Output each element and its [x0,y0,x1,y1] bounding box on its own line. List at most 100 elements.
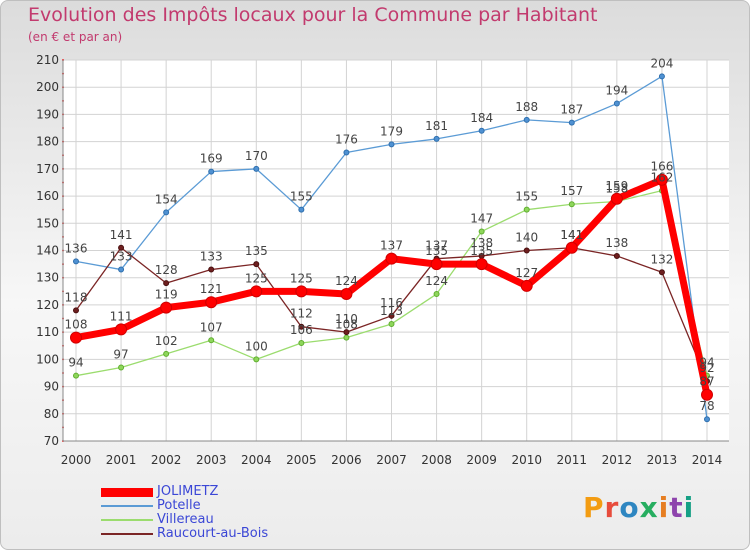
data-label: 154 [155,192,178,206]
y-tick-label: 120 [36,298,59,312]
data-point [340,288,353,301]
data-label: 113 [380,304,403,318]
data-label: 155 [290,190,313,204]
legend-item: Villereau [101,513,268,527]
data-point [523,116,530,123]
data-point [610,192,623,205]
data-point [253,165,260,172]
data-point [73,307,79,314]
data-point [433,291,440,298]
data-label: 147 [470,211,493,225]
data-point [115,323,128,336]
y-tick-label: 90 [44,380,59,394]
data-label: 116 [380,296,403,310]
data-label: 170 [245,149,268,163]
data-point [208,337,215,344]
legend-swatch [101,533,153,535]
data-point [343,334,350,341]
data-label: 124 [425,274,448,288]
data-point [565,241,578,254]
data-point [478,127,485,134]
data-point [163,350,170,357]
x-tick-label: 2002 [151,453,182,467]
x-tick-label: 2005 [286,453,317,467]
x-tick-label: 2004 [241,453,272,467]
data-label: 87 [699,375,714,389]
x-tick-label: 2001 [106,453,137,467]
chart-legend: JOLIMETZ Potelle Villereau Raucourt-au-Bois [101,485,268,541]
data-label: 169 [200,152,223,166]
data-point [208,168,215,175]
logo-letter: P [583,491,605,524]
logo-letter: r [604,491,620,524]
data-label: 94 [699,356,714,370]
legend-item: Raucourt-au-Bois [101,527,268,541]
data-point [475,258,488,271]
data-point [118,364,125,371]
data-point [70,331,82,344]
x-tick-label: 2003 [196,453,227,467]
data-label: 108 [335,318,358,332]
data-label: 141 [560,228,583,242]
data-label: 135 [245,244,268,258]
data-label: 135 [425,244,448,258]
y-tick-label: 180 [36,135,59,149]
legend-swatch [101,487,153,497]
x-tick-label: 2011 [557,453,588,467]
data-point [568,119,575,126]
data-point [160,301,173,314]
x-tick-label: 2010 [511,453,542,467]
data-label: 133 [110,250,133,264]
x-tick-label: 2007 [376,453,407,467]
y-tick-label: 150 [36,216,59,230]
data-point [298,340,305,347]
x-tick-label: 2013 [647,453,678,467]
x-tick-label: 2009 [466,453,497,467]
data-point [388,141,395,148]
y-tick-label: 190 [36,107,59,121]
data-point [655,173,668,186]
data-label: 118 [65,290,88,304]
data-label: 184 [470,111,493,125]
data-label: 102 [155,334,178,348]
x-tick-label: 2006 [331,453,362,467]
data-point [385,252,398,265]
data-label: 137 [425,239,448,253]
data-label: 187 [560,103,583,117]
data-point [523,206,530,213]
data-point [295,285,308,298]
data-label: 133 [200,250,223,264]
x-tick-label: 2008 [421,453,452,467]
data-point [430,258,443,271]
data-label: 111 [110,309,133,323]
x-tick-label: 2012 [602,453,633,467]
data-point [704,416,710,423]
data-label: 159 [605,179,628,193]
data-point [298,206,305,213]
data-label: 125 [245,271,268,285]
data-label: 181 [425,119,448,133]
data-label: 107 [200,320,223,334]
data-point [250,285,263,298]
logo-letter: x [639,491,659,524]
data-label: 138 [605,236,628,250]
y-tick-label: 200 [36,80,59,94]
data-label: 78 [699,399,714,413]
data-point [343,329,350,336]
data-point [613,100,620,107]
legend-label: Raucourt-au-Bois [157,526,269,541]
data-point [118,244,125,251]
data-label: 204 [650,56,673,70]
data-label: 119 [155,288,178,302]
data-point [433,135,440,142]
logo-letter: o [619,491,640,524]
data-label: 188 [515,100,538,114]
logo-letter: i [683,491,695,524]
proxiti-logo: Proxiti [583,491,694,524]
y-tick-label: 130 [36,271,59,285]
data-label: 135 [470,244,493,258]
data-label: 106 [290,323,313,337]
data-label: 128 [155,263,178,277]
data-point [478,228,485,235]
y-tick-label: 70 [44,434,59,448]
